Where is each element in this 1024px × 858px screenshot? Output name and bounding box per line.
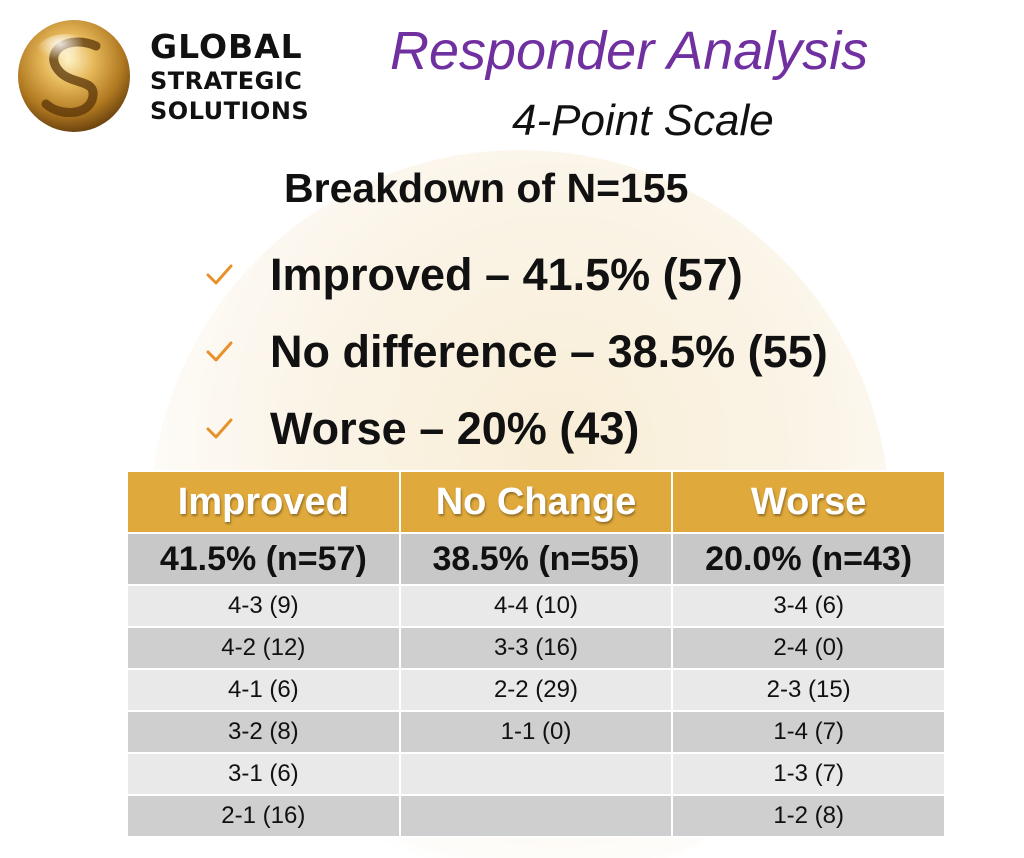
table-totals-row: 41.5% (n=57) 38.5% (n=55) 20.0% (n=43): [126, 532, 946, 586]
table-cell: 4-1 (6): [126, 668, 401, 712]
table-cell: [398, 752, 674, 796]
brand-line-2: STRATEGIC: [150, 67, 303, 95]
table-cell: 3-4 (6): [671, 584, 946, 628]
slide-title: Responder Analysis: [390, 21, 869, 81]
header-no-change: No Change: [398, 470, 674, 534]
table-row: 4-2 (12) 3-3 (16) 2-4 (0): [126, 626, 946, 670]
checkmark-icon: [206, 341, 233, 361]
table-cell: 2-4 (0): [671, 626, 946, 670]
header-worse: Worse: [671, 470, 946, 534]
bullet-list: Improved – 41.5% (57) No difference – 38…: [204, 236, 828, 467]
gold-orb-logo-icon: [18, 20, 130, 132]
table-row: 3-1 (6) 1-3 (7): [126, 752, 946, 796]
table-cell: 3-2 (8): [126, 710, 401, 754]
table-cell: 1-2 (8): [671, 794, 946, 838]
table-cell: 3-3 (16): [398, 626, 674, 670]
table-cell: 2-1 (16): [126, 794, 401, 838]
table-cell: 2-3 (15): [671, 668, 946, 712]
table-row: 3-2 (8) 1-1 (0) 1-4 (7): [126, 710, 946, 754]
total-worse: 20.0% (n=43): [671, 532, 946, 586]
table-cell: 1-3 (7): [671, 752, 946, 796]
breakdown-heading: Breakdown of N=155: [284, 165, 689, 211]
table-cell: 1-1 (0): [398, 710, 674, 754]
bullet-text: Worse – 20% (43): [270, 402, 640, 454]
bullet-text: Improved – 41.5% (57): [270, 248, 743, 300]
bullet-item: Worse – 20% (43): [204, 390, 828, 467]
table-cell: 2-2 (29): [398, 668, 674, 712]
table-cell: 3-1 (6): [126, 752, 401, 796]
bullet-item: Improved – 41.5% (57): [204, 236, 828, 313]
table-cell: [398, 794, 674, 838]
table-cell: 4-2 (12): [126, 626, 401, 670]
header-improved: Improved: [126, 470, 401, 534]
brand-name: GLOBAL STRATEGIC SOLUTIONS: [150, 30, 309, 123]
table-header-row: Improved No Change Worse: [126, 470, 946, 534]
bullet-item: No difference – 38.5% (55): [204, 313, 828, 390]
checkmark-icon: [206, 418, 233, 438]
table-row: 4-1 (6) 2-2 (29) 2-3 (15): [126, 668, 946, 712]
table-row: 4-3 (9) 4-4 (10) 3-4 (6): [126, 584, 946, 628]
checkmark-icon: [206, 264, 233, 284]
total-no-change: 38.5% (n=55): [398, 532, 674, 586]
table-cell: 4-4 (10): [398, 584, 674, 628]
bullet-text: No difference – 38.5% (55): [270, 325, 828, 377]
brand-line-1: GLOBAL: [150, 27, 303, 66]
brand-line-3: SOLUTIONS: [150, 97, 310, 125]
total-improved: 41.5% (n=57): [126, 532, 401, 586]
table-row: 2-1 (16) 1-2 (8): [126, 794, 946, 838]
table-cell: 4-3 (9): [126, 584, 401, 628]
slide-subtitle: 4-Point Scale: [512, 96, 774, 145]
table-cell: 1-4 (7): [671, 710, 946, 754]
responder-table: Improved No Change Worse 41.5% (n=57) 38…: [126, 470, 946, 838]
